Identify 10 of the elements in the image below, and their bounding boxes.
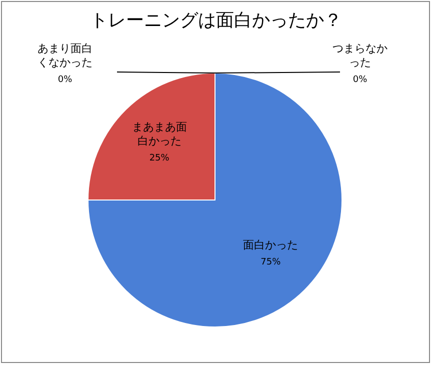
slice-label: 面白かった (243, 238, 298, 252)
data-label: 75% (260, 258, 282, 268)
data-label: 25% (149, 153, 170, 164)
category-label: あまり面白くなかった (38, 42, 92, 69)
slice-label: まあまあ面白かった (132, 120, 187, 148)
chart-title: トレーニングは面白かったか？ (90, 10, 342, 31)
text: 0% (58, 75, 72, 85)
category-label: つまらなかった (332, 42, 388, 69)
text: 0% (352, 75, 368, 85)
pie-slice (88, 72, 342, 328)
